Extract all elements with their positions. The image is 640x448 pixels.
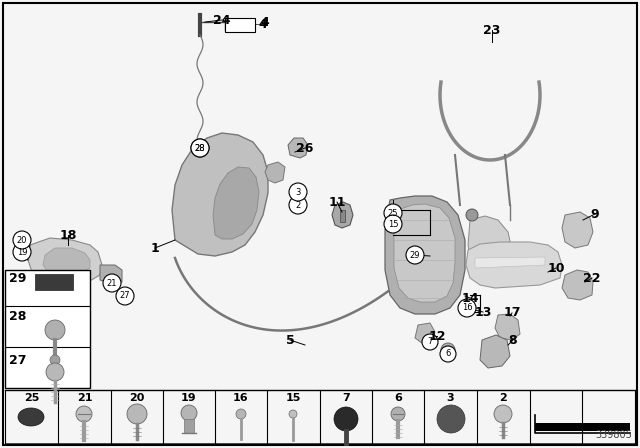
Text: 28: 28 [195,143,205,152]
Circle shape [494,405,512,423]
Text: 12: 12 [428,329,445,343]
Polygon shape [265,162,285,183]
Polygon shape [468,216,512,285]
Polygon shape [475,257,545,268]
Polygon shape [100,265,122,285]
Text: 19: 19 [17,247,28,257]
Polygon shape [562,212,593,248]
Bar [35,274,73,290]
Polygon shape [340,210,345,222]
Polygon shape [562,270,593,300]
Text: 4: 4 [259,17,268,30]
Text: 15: 15 [388,220,398,228]
Polygon shape [28,238,102,285]
Bar [184,419,194,433]
Circle shape [289,196,307,214]
Text: 7: 7 [428,337,433,346]
Text: 27: 27 [9,353,27,366]
Polygon shape [480,335,510,368]
Bar [225,18,255,32]
Polygon shape [466,242,562,288]
Text: 20: 20 [17,236,28,245]
Circle shape [191,139,209,157]
Circle shape [50,355,60,365]
Circle shape [191,139,209,157]
Polygon shape [415,323,435,343]
Text: 3: 3 [447,393,454,403]
Text: 16: 16 [461,303,472,313]
Ellipse shape [18,408,44,426]
Polygon shape [394,204,455,302]
Polygon shape [172,133,268,256]
Text: 2: 2 [296,201,301,210]
Text: 25: 25 [24,393,39,403]
Circle shape [422,334,438,350]
Bar [535,423,630,431]
Circle shape [46,363,64,381]
Text: 15: 15 [286,393,301,403]
Circle shape [458,299,476,317]
Polygon shape [332,202,353,228]
Circle shape [76,406,92,422]
Text: 6: 6 [394,393,402,403]
Circle shape [384,204,402,222]
Polygon shape [213,167,259,239]
Circle shape [289,410,297,418]
Circle shape [236,409,246,419]
Circle shape [440,346,456,362]
Text: 14: 14 [461,292,479,305]
Text: 3: 3 [295,188,301,197]
Circle shape [466,209,478,221]
Circle shape [13,243,31,261]
Circle shape [427,335,437,345]
Text: 4: 4 [260,16,269,29]
Text: 5: 5 [285,333,294,346]
Polygon shape [495,314,520,340]
Text: 9: 9 [591,207,599,220]
Circle shape [103,274,121,292]
Circle shape [437,405,465,433]
Text: 17: 17 [503,306,521,319]
Text: 21: 21 [77,393,92,403]
Text: 1: 1 [150,241,159,254]
Text: 21: 21 [107,279,117,288]
Circle shape [45,320,65,340]
Text: 2: 2 [500,393,508,403]
Text: 10: 10 [547,262,564,275]
Text: 7: 7 [342,393,350,403]
Text: 8: 8 [509,333,517,346]
Circle shape [384,215,402,233]
Circle shape [391,407,405,421]
Text: 23: 23 [483,23,500,36]
Text: 19: 19 [181,393,197,403]
Text: 20: 20 [129,393,145,403]
Circle shape [406,246,424,264]
Text: 339805: 339805 [595,430,632,440]
Circle shape [116,287,134,305]
Circle shape [289,183,307,201]
Text: 18: 18 [60,228,77,241]
Text: 29: 29 [10,271,27,284]
Polygon shape [385,196,465,314]
Bar [5,270,90,388]
Text: 25: 25 [388,208,398,217]
Text: 29: 29 [410,250,420,259]
Text: 24: 24 [213,13,231,26]
Text: 16: 16 [233,393,249,403]
Text: 22: 22 [583,271,601,284]
Text: 27: 27 [120,292,131,301]
Text: 6: 6 [445,349,451,358]
Circle shape [334,407,358,431]
Circle shape [441,343,455,357]
Text: 26: 26 [296,142,314,155]
Polygon shape [43,248,90,276]
Text: 13: 13 [474,306,492,319]
Text: 11: 11 [328,195,346,208]
Text: 28: 28 [10,310,27,323]
Circle shape [13,231,31,249]
Circle shape [181,405,197,421]
Text: 28: 28 [195,143,205,152]
Polygon shape [288,138,308,158]
Circle shape [127,404,147,424]
